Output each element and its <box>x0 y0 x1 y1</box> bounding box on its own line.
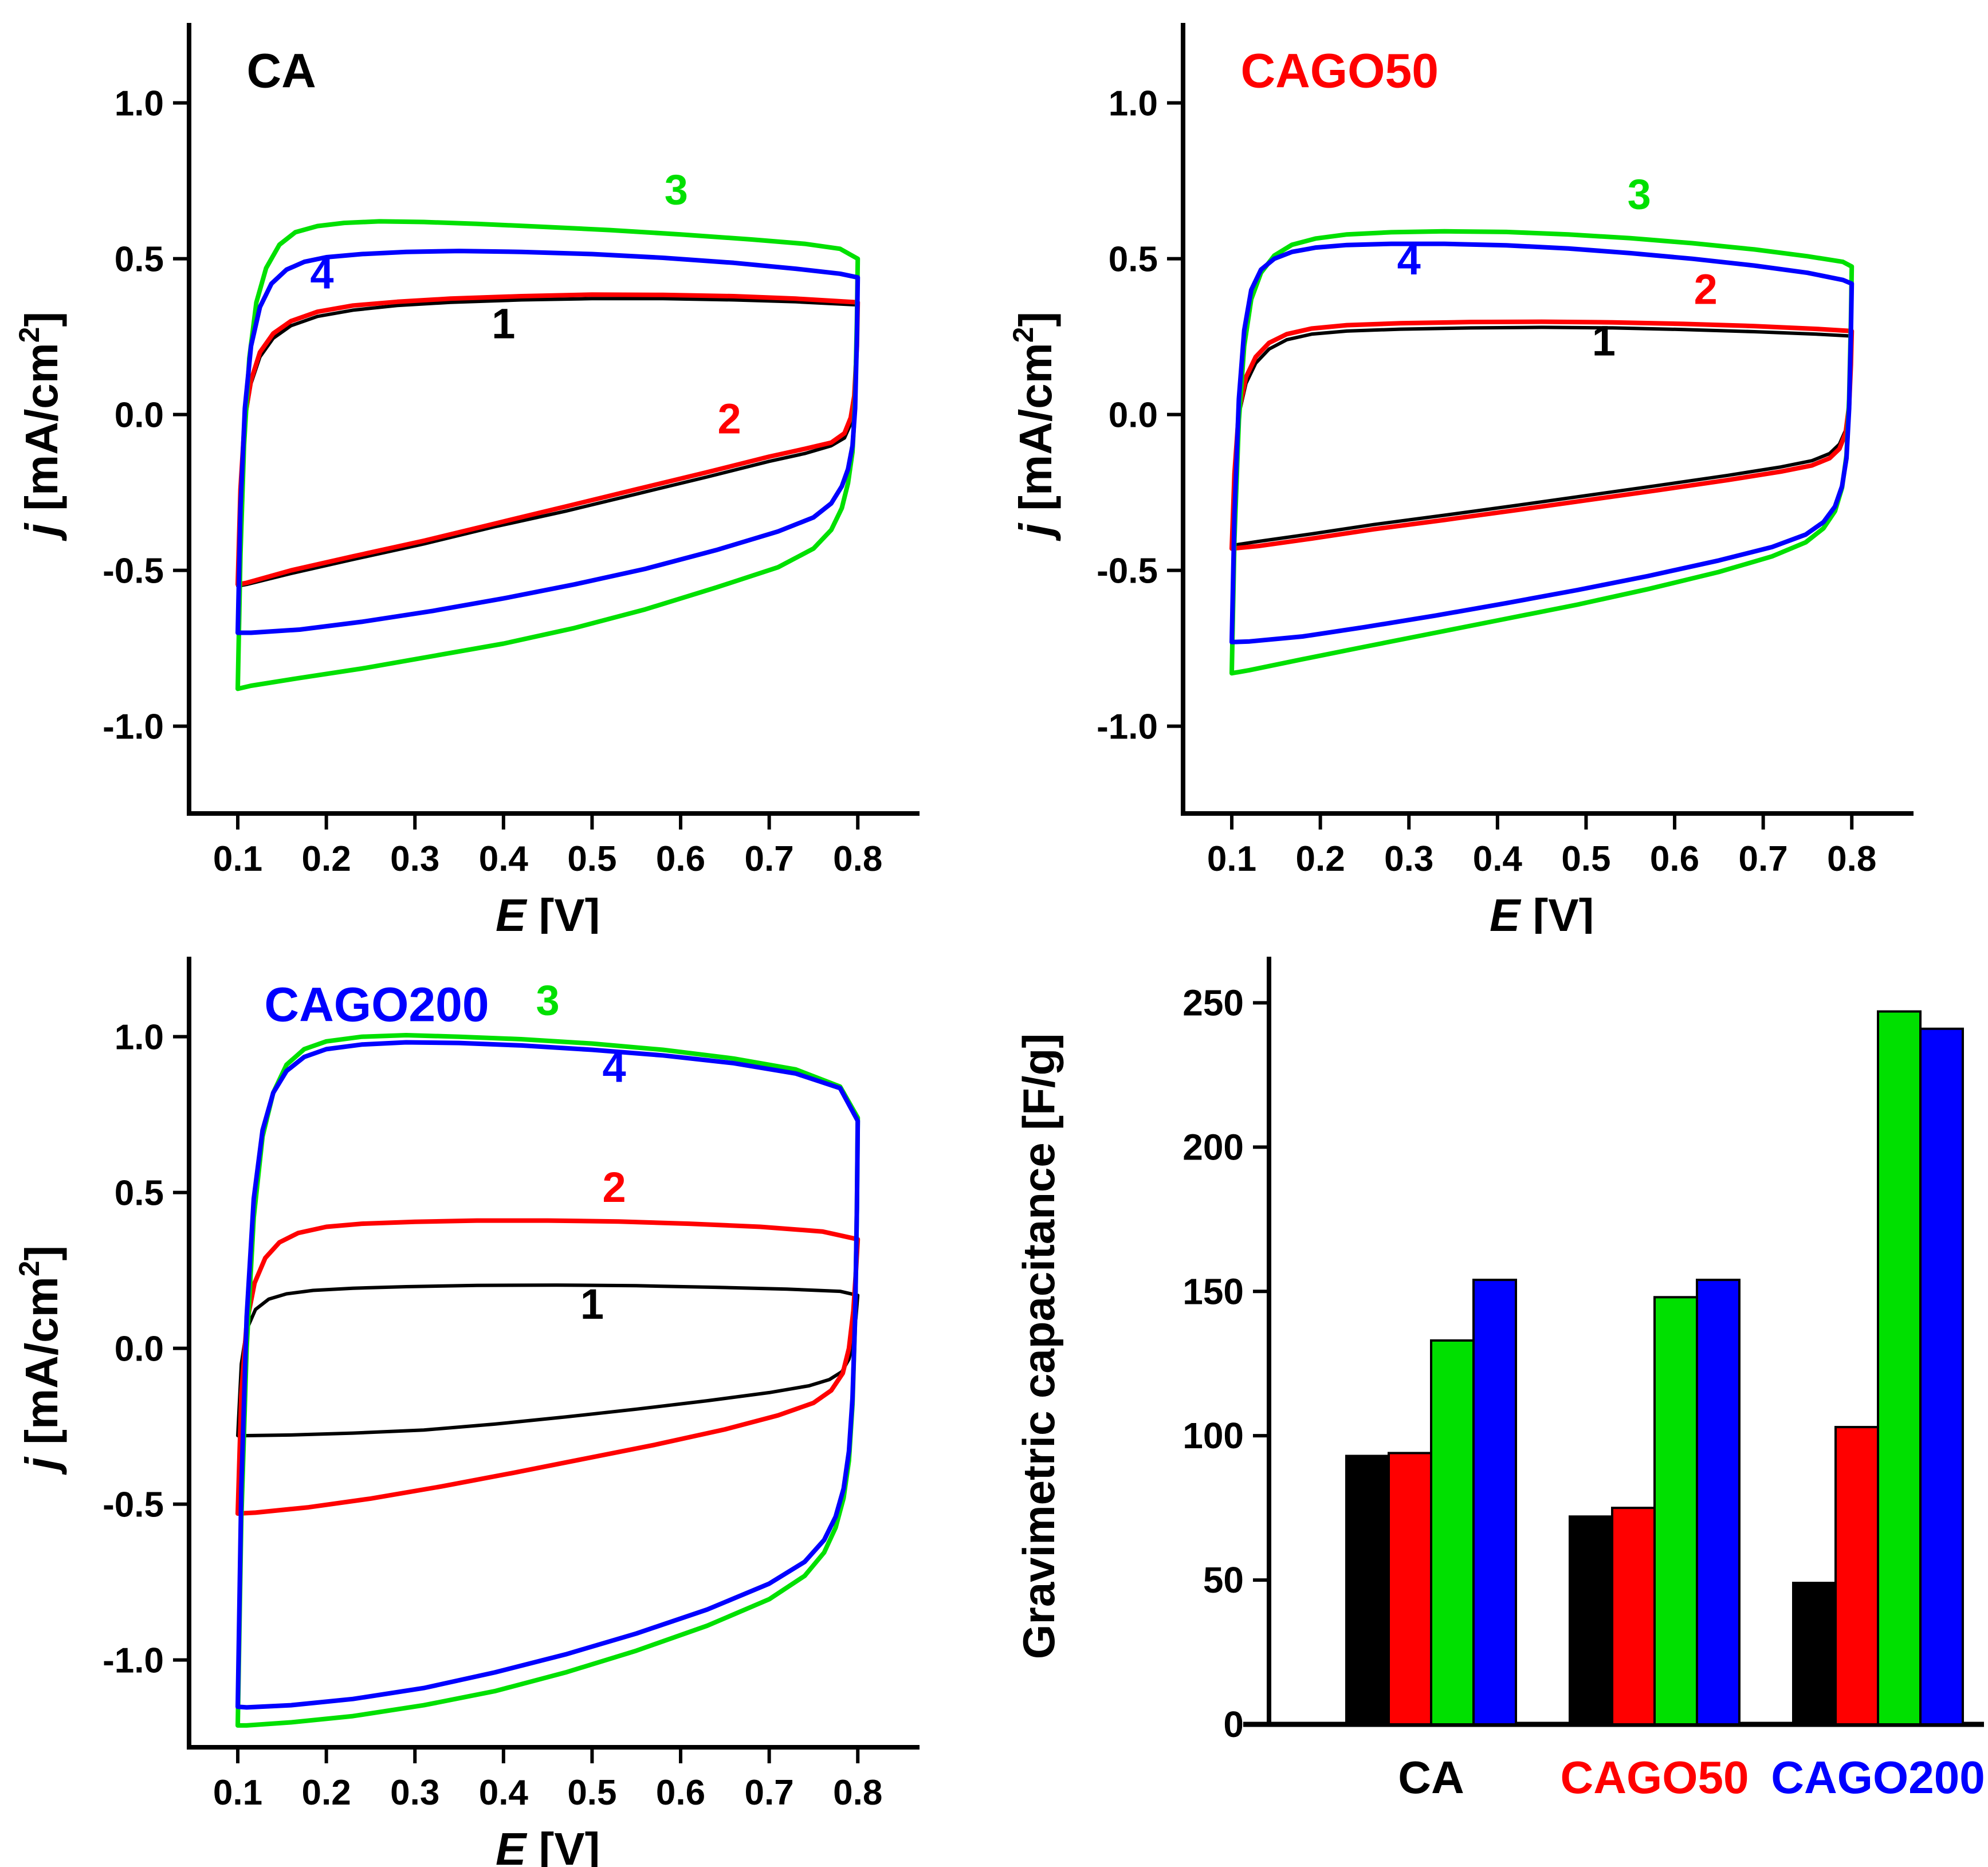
cv-panel-ca: 0.1 0.2 0.3 0.4 0.5 0.6 0.7 0.8 -1.0 -0.5 0.0 0.5 1.… <box>0 0 994 934</box>
svg-text:250: 250 <box>1182 982 1244 1023</box>
svg-text:1.0: 1.0 <box>115 84 164 124</box>
svg-text:0.3: 0.3 <box>1384 839 1433 879</box>
svg-text:Gravimetric capacitance [F/g]: Gravimetric capacitance [F/g] <box>1013 1033 1064 1659</box>
svg-text:0.1: 0.1 <box>213 1773 262 1813</box>
svg-text:0: 0 <box>1223 1704 1244 1745</box>
svg-text:0.0: 0.0 <box>115 396 164 435</box>
svg-text:E [V]: E [V] <box>496 1823 600 1867</box>
svg-text:-1.0: -1.0 <box>103 1641 164 1681</box>
svg-text:-0.5: -0.5 <box>1097 552 1158 591</box>
svg-text:0.4: 0.4 <box>1473 839 1523 879</box>
svg-text:0.3: 0.3 <box>390 839 439 879</box>
svg-text:2: 2 <box>603 1164 626 1211</box>
bar-chart-capacitance: 0 50 100 150 200 250 Gravimetric capacitance [… <box>1013 957 1985 1803</box>
svg-text:0.5: 0.5 <box>115 1174 164 1213</box>
svg-text:E [V]: E [V] <box>1490 890 1594 934</box>
svg-text:j [mA/cm2]: j [mA/cm2] <box>13 312 67 541</box>
cv-chart-ca: 0.1 0.2 0.3 0.4 0.5 0.6 0.7 0.8 -1.0 -0.5 0.0 0.5 1.… <box>13 23 920 934</box>
svg-text:0.5: 0.5 <box>1561 839 1610 879</box>
svg-text:1: 1 <box>492 300 515 347</box>
svg-text:0.4: 0.4 <box>479 1773 529 1813</box>
svg-text:0.6: 0.6 <box>656 839 705 879</box>
svg-text:150: 150 <box>1182 1271 1244 1312</box>
cv-chart-cago200: 0.1 0.2 0.3 0.4 0.5 0.6 0.7 0.8 -1.0 -0.5 0.0 0.5 1.… <box>13 957 920 1867</box>
svg-text:3: 3 <box>1628 171 1651 218</box>
svg-text:1.0: 1.0 <box>1109 84 1158 124</box>
svg-text:0.0: 0.0 <box>1109 396 1158 435</box>
svg-text:0.7: 0.7 <box>745 839 794 879</box>
svg-text:CA: CA <box>1398 1752 1464 1803</box>
svg-text:0.3: 0.3 <box>390 1773 439 1813</box>
svg-text:0.7: 0.7 <box>1739 839 1788 879</box>
svg-text:2: 2 <box>1694 266 1718 313</box>
svg-text:CAGO50: CAGO50 <box>1240 44 1438 97</box>
svg-text:-0.5: -0.5 <box>103 1485 164 1525</box>
svg-text:0.4: 0.4 <box>479 839 529 879</box>
svg-text:1: 1 <box>1592 317 1616 364</box>
svg-text:-1.0: -1.0 <box>103 708 164 747</box>
svg-text:1.0: 1.0 <box>115 1018 164 1058</box>
svg-text:E [V]: E [V] <box>496 890 600 934</box>
svg-text:CA: CA <box>246 44 316 97</box>
svg-text:-0.5: -0.5 <box>103 552 164 591</box>
svg-text:1: 1 <box>580 1280 604 1328</box>
svg-text:0.8: 0.8 <box>1827 839 1876 879</box>
svg-text:j [mA/cm2]: j [mA/cm2] <box>1007 312 1061 541</box>
svg-text:0.0: 0.0 <box>115 1330 164 1369</box>
svg-text:0.2: 0.2 <box>1296 839 1345 879</box>
svg-text:0.1: 0.1 <box>1207 839 1256 879</box>
svg-text:0.1: 0.1 <box>213 839 262 879</box>
svg-text:3: 3 <box>536 977 560 1024</box>
svg-text:CAGO200: CAGO200 <box>1771 1752 1985 1803</box>
cv-panel-cago200: 0.1 0.2 0.3 0.4 0.5 0.6 0.7 0.8 -1.0 -0.5 0.0 0.5 1.… <box>0 934 994 1867</box>
cv-panel-cago50: 0.1 0.2 0.3 0.4 0.5 0.6 0.7 0.8 -1.0 -0.5 0.0 0.5 1.… <box>994 0 1988 934</box>
svg-text:0.5: 0.5 <box>1109 240 1158 280</box>
bar-panel-capacitance: 0 50 100 150 200 250 Gravimetric capacitance [… <box>994 934 1988 1867</box>
cv-chart-cago50: 0.1 0.2 0.3 0.4 0.5 0.6 0.7 0.8 -1.0 -0.5 0.0 0.5 1.… <box>1007 23 1914 934</box>
svg-text:0.8: 0.8 <box>833 839 882 879</box>
svg-text:CAGO200: CAGO200 <box>264 977 489 1031</box>
svg-text:200: 200 <box>1182 1126 1244 1168</box>
svg-text:4: 4 <box>603 1044 626 1091</box>
svg-text:0.7: 0.7 <box>745 1773 794 1813</box>
svg-text:0.8: 0.8 <box>833 1773 882 1813</box>
svg-text:0.2: 0.2 <box>302 1773 351 1813</box>
svg-text:100: 100 <box>1182 1415 1244 1456</box>
svg-text:0.5: 0.5 <box>115 240 164 280</box>
svg-text:0.2: 0.2 <box>302 839 351 879</box>
svg-text:j [mA/cm2]: j [mA/cm2] <box>13 1245 67 1475</box>
svg-text:3: 3 <box>665 166 688 213</box>
svg-text:0.5: 0.5 <box>567 1773 616 1813</box>
svg-text:0.6: 0.6 <box>1650 839 1699 879</box>
svg-text:2: 2 <box>717 395 741 442</box>
svg-text:4: 4 <box>1397 236 1421 284</box>
svg-text:0.6: 0.6 <box>656 1773 705 1813</box>
svg-text:-1.0: -1.0 <box>1097 708 1158 747</box>
svg-text:0.5: 0.5 <box>567 839 616 879</box>
svg-text:50: 50 <box>1203 1559 1244 1601</box>
svg-text:CAGO50: CAGO50 <box>1561 1752 1749 1803</box>
svg-text:4: 4 <box>310 250 333 297</box>
